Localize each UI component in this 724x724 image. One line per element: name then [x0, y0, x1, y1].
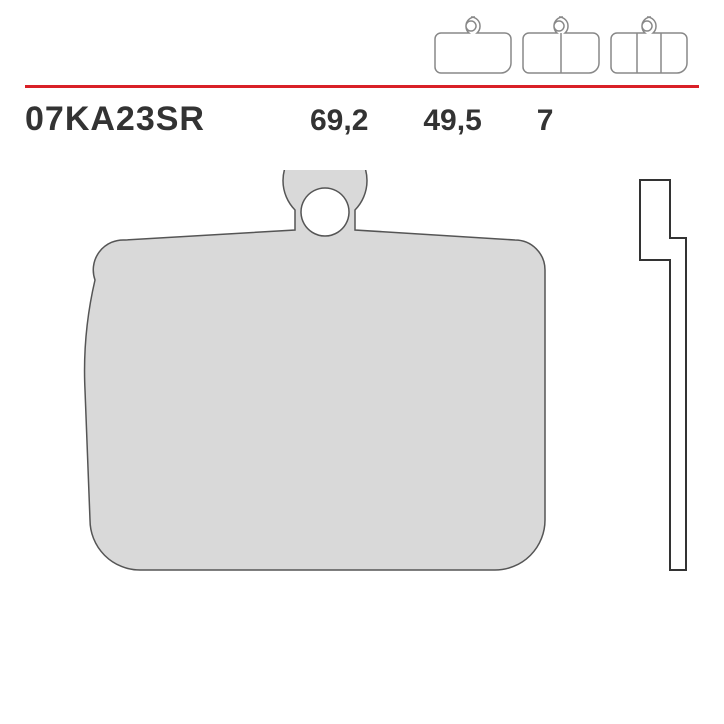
pad-icon-3	[609, 15, 689, 77]
spec-row: 07KA23SR 69,2 49,5 7	[25, 100, 699, 139]
dim-height: 49,5	[423, 104, 481, 138]
top-icon-row	[433, 15, 689, 77]
pad-icon-2	[521, 15, 601, 77]
dim-width: 69,2	[310, 104, 368, 138]
pad-icon-1	[433, 15, 513, 77]
dimensions: 69,2 49,5 7	[310, 104, 553, 138]
separator-line	[25, 85, 699, 88]
pad-front-view	[85, 170, 545, 570]
pad-side-view	[640, 180, 686, 570]
dim-thickness: 7	[537, 104, 554, 138]
main-diagram	[25, 170, 705, 695]
part-number: 07KA23SR	[25, 100, 205, 139]
